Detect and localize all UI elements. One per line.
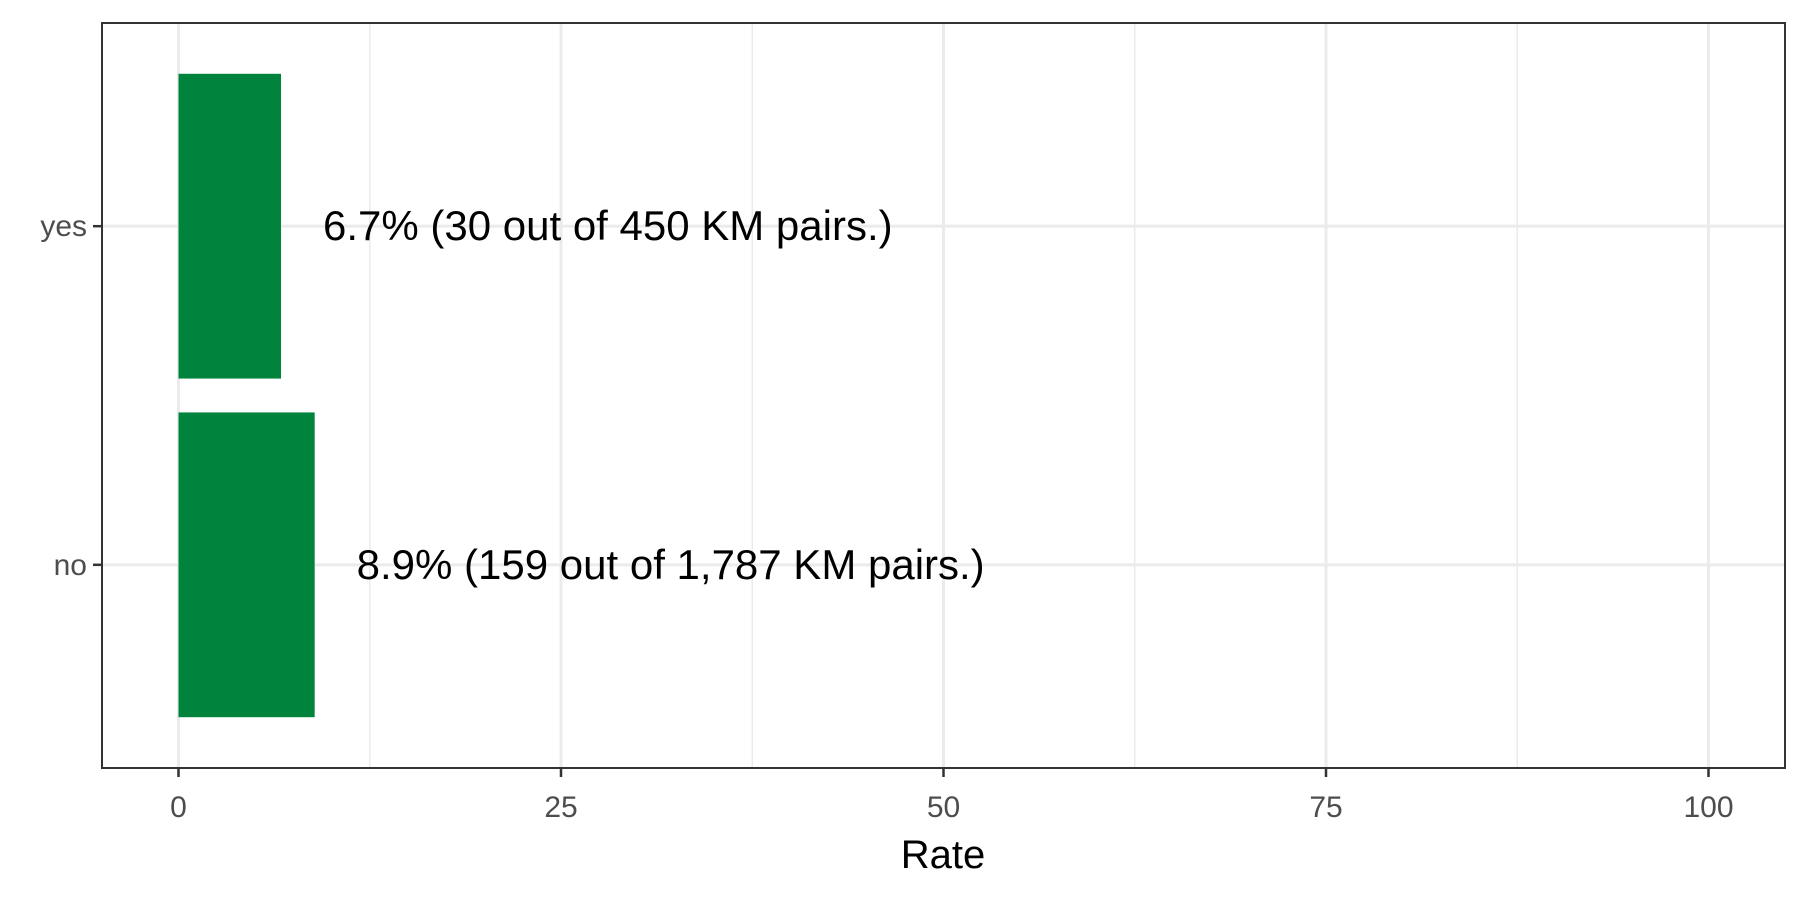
y-axis: yes no xyxy=(40,210,102,582)
y-tick-label: no xyxy=(54,549,87,582)
bars xyxy=(178,73,315,718)
x-tick-label: 25 xyxy=(544,791,577,824)
data-label-no: 8.9% (159 out of 1,787 KM pairs.) xyxy=(357,541,985,588)
x-axis: 0 25 50 75 100 xyxy=(170,768,1734,824)
bar-yes xyxy=(178,73,282,379)
x-tick-label: 75 xyxy=(1309,791,1342,824)
bar-data-labels: 6.7% (30 out of 450 KM pairs.) 8.9% (159 … xyxy=(323,202,985,588)
data-label-yes: 6.7% (30 out of 450 KM pairs.) xyxy=(323,202,893,249)
x-axis-title: Rate xyxy=(901,833,986,877)
bar-no xyxy=(178,412,315,718)
grid-lines xyxy=(102,23,1785,768)
x-tick-label: 0 xyxy=(170,791,187,824)
y-tick-label: yes xyxy=(40,210,87,243)
x-tick-label: 100 xyxy=(1683,791,1733,824)
x-tick-label: 50 xyxy=(927,791,960,824)
